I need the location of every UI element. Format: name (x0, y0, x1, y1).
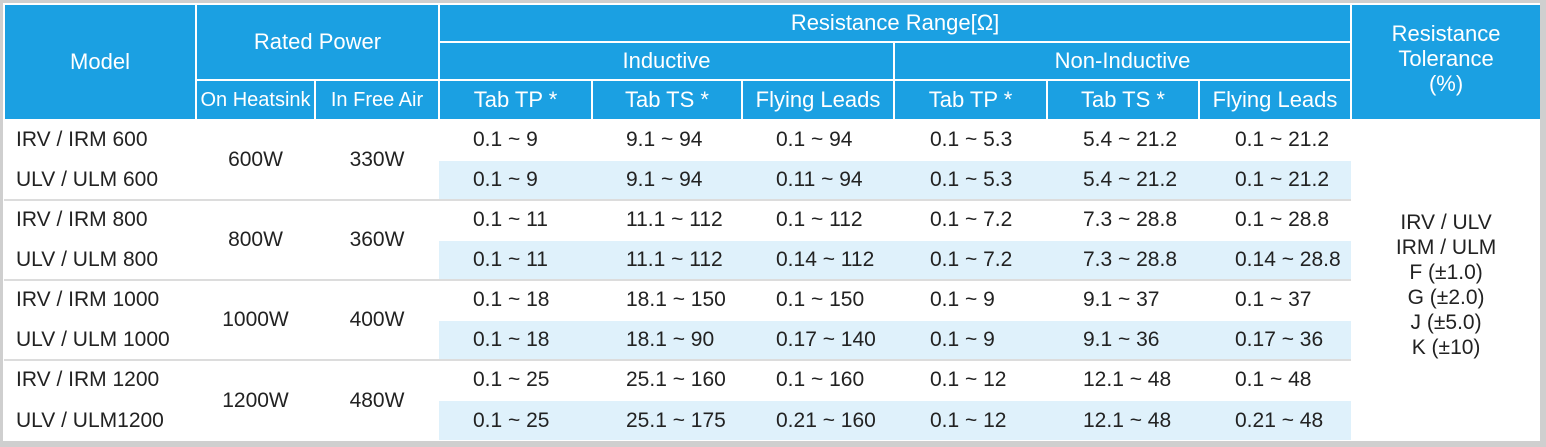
model-cell: IRV / IRM 600 (4, 119, 196, 160)
noninductive-flying-leads-cell: 0.1 ~ 21.2 (1199, 159, 1352, 200)
noninductive-tab-tp-cell: 0.1 ~ 5.3 (894, 119, 1047, 160)
inductive-flying-leads-cell: 0.11 ~ 94 (742, 159, 894, 200)
inductive-tab-ts-cell: 11.1 ~ 112 (592, 239, 742, 280)
noninductive-tab-ts-cell: 7.3 ~ 28.8 (1047, 239, 1199, 280)
header-rated-power: Rated Power (195, 3, 440, 81)
header-in-free-air: In Free Air (314, 79, 440, 121)
noninductive-tab-tp-cell: 0.1 ~ 12 (894, 399, 1047, 440)
inductive-tab-tp-cell: 0.1 ~ 18 (439, 319, 592, 360)
header-noninductive-tab-ts: Tab TS * (1046, 79, 1200, 121)
on-heatsink-cell: 1000W (196, 279, 315, 360)
inductive-flying-leads-cell: 0.1 ~ 94 (742, 119, 894, 160)
noninductive-flying-leads-cell: 0.14 ~ 28.8 (1199, 239, 1352, 280)
noninductive-tab-tp-cell: 0.1 ~ 9 (894, 319, 1047, 360)
inductive-flying-leads-cell: 0.17 ~ 140 (742, 319, 894, 360)
table-row: IRV / IRM 600 600W 330W 0.1 ~ 9 9.1 ~ 94… (4, 119, 1540, 440)
inductive-flying-leads-cell: 0.14 ~ 112 (742, 239, 894, 280)
inductive-flying-leads-cell: 0.21 ~ 160 (742, 399, 894, 440)
noninductive-tab-tp-cell: 0.1 ~ 12 (894, 359, 1047, 400)
tolerance-line: IRM / ULM (1395, 235, 1497, 259)
noninductive-tab-tp-cell: 0.1 ~ 7.2 (894, 199, 1047, 240)
spec-table-frame: Model Rated Power Resistance Range[Ω] Re… (3, 3, 1540, 441)
noninductive-tab-tp-cell: 0.1 ~ 5.3 (894, 159, 1047, 200)
header-tolerance-line2: Tolerance (1398, 45, 1494, 71)
on-heatsink-cell: 600W (196, 119, 315, 200)
model-cell: IRV / IRM 1000 (4, 279, 196, 320)
model-cell: IRV / IRM 1200 (4, 359, 196, 400)
header-tolerance-line3: (%) (1428, 70, 1464, 96)
noninductive-tab-tp-cell: 0.1 ~ 7.2 (894, 239, 1047, 280)
inductive-tab-tp-cell: 0.1 ~ 9 (439, 119, 592, 160)
header-non-inductive: Non-Inductive (892, 41, 1353, 81)
inductive-tab-ts-cell: 11.1 ~ 112 (592, 199, 742, 240)
tolerance-line: F (±1.0) (1409, 260, 1483, 284)
noninductive-tab-ts-cell: 12.1 ~ 48 (1047, 359, 1199, 400)
inductive-tab-tp-cell: 0.1 ~ 11 (439, 199, 592, 240)
table-row: IRV / IRM 1000 1000W 400W 0.1 ~ 18 18.1 … (4, 279, 1540, 360)
resistor-spec-table: Model Rated Power Resistance Range[Ω] Re… (3, 3, 1540, 440)
inductive-tab-ts-cell: 18.1 ~ 90 (592, 319, 742, 360)
tolerance-line: G (±2.0) (1407, 285, 1485, 309)
header-resistance-tolerance: Resistance Tolerance (%) (1350, 3, 1540, 121)
inductive-flying-leads-cell: 0.1 ~ 112 (742, 199, 894, 240)
table-row: ULV / ULM 600 0.1 ~ 9 9.1 ~ 94 0.11 ~ 94… (4, 159, 1540, 200)
header-model: Model (3, 3, 197, 121)
noninductive-flying-leads-cell: 0.17 ~ 36 (1199, 319, 1352, 360)
inductive-tab-ts-cell: 25.1 ~ 175 (592, 399, 742, 440)
inductive-tab-tp-cell: 0.1 ~ 11 (439, 239, 592, 280)
model-cell: ULV / ULM1200 (4, 399, 196, 440)
header-resistance-range: Resistance Range[Ω] (437, 3, 1353, 43)
noninductive-flying-leads-cell: 0.1 ~ 21.2 (1199, 119, 1352, 160)
model-cell: ULV / ULM 800 (4, 239, 196, 280)
header-noninductive-flying-leads: Flying Leads (1197, 79, 1353, 121)
model-cell: IRV / IRM 800 (4, 199, 196, 240)
free-air-cell: 360W (315, 199, 439, 280)
table-row: IRV / IRM 800 800W 360W 0.1 ~ 11 11.1 ~ … (4, 199, 1540, 280)
noninductive-tab-ts-cell: 12.1 ~ 48 (1047, 399, 1199, 440)
free-air-cell: 480W (315, 359, 439, 440)
inductive-flying-leads-cell: 0.1 ~ 150 (742, 279, 894, 320)
noninductive-tab-ts-cell: 9.1 ~ 36 (1047, 319, 1199, 360)
tolerance-line: K (±10) (1411, 335, 1481, 359)
free-air-cell: 400W (315, 279, 439, 360)
inductive-tab-ts-cell: 9.1 ~ 94 (592, 119, 742, 160)
inductive-tab-tp-cell: 0.1 ~ 25 (439, 399, 592, 440)
tolerance-line: IRV / ULV (1400, 210, 1492, 234)
inductive-tab-ts-cell: 25.1 ~ 160 (592, 359, 742, 400)
model-cell: ULV / ULM 600 (4, 159, 196, 200)
header-inductive: Inductive (438, 41, 895, 81)
inductive-tab-tp-cell: 0.1 ~ 18 (439, 279, 592, 320)
noninductive-tab-ts-cell: 7.3 ~ 28.8 (1047, 199, 1199, 240)
table-row: ULV / ULM 1000 0.1 ~ 18 18.1 ~ 90 0.17 ~… (4, 319, 1540, 360)
free-air-cell: 330W (315, 119, 439, 200)
inductive-tab-ts-cell: 9.1 ~ 94 (592, 159, 742, 200)
noninductive-flying-leads-cell: 0.1 ~ 48 (1199, 359, 1352, 400)
inductive-tab-tp-cell: 0.1 ~ 25 (439, 359, 592, 400)
table-row: ULV / ULM1200 0.1 ~ 25 25.1 ~ 175 0.21 ~… (4, 399, 1540, 440)
on-heatsink-cell: 800W (196, 199, 315, 280)
header-tolerance-line1: Resistance (1391, 20, 1501, 46)
noninductive-tab-tp-cell: 0.1 ~ 9 (894, 279, 1047, 320)
on-heatsink-cell: 1200W (196, 359, 315, 440)
header-inductive-flying-leads: Flying Leads (741, 79, 895, 121)
noninductive-tab-ts-cell: 5.4 ~ 21.2 (1047, 159, 1199, 200)
table-row: ULV / ULM 800 0.1 ~ 11 11.1 ~ 112 0.14 ~… (4, 239, 1540, 280)
header-inductive-tab-ts: Tab TS * (591, 79, 743, 121)
noninductive-flying-leads-cell: 0.21 ~ 48 (1199, 399, 1352, 440)
inductive-flying-leads-cell: 0.1 ~ 160 (742, 359, 894, 400)
tolerance-line: J (±5.0) (1410, 310, 1482, 334)
model-cell: ULV / ULM 1000 (4, 319, 196, 360)
noninductive-tab-ts-cell: 5.4 ~ 21.2 (1047, 119, 1199, 160)
noninductive-tab-ts-cell: 9.1 ~ 37 (1047, 279, 1199, 320)
noninductive-flying-leads-cell: 0.1 ~ 28.8 (1199, 199, 1352, 240)
tolerance-cell: IRV / ULV IRM / ULM F (±1.0) G (±2.0) J … (1351, 119, 1540, 440)
table-row: IRV / IRM 1200 1200W 480W 0.1 ~ 25 25.1 … (4, 359, 1540, 440)
inductive-tab-ts-cell: 18.1 ~ 150 (592, 279, 742, 320)
header-noninductive-tab-tp: Tab TP * (893, 79, 1048, 121)
inductive-tab-tp-cell: 0.1 ~ 9 (439, 159, 592, 200)
noninductive-flying-leads-cell: 0.1 ~ 37 (1199, 279, 1352, 320)
header-on-heatsink: On Heatsink (195, 79, 316, 121)
header-inductive-tab-tp: Tab TP * (438, 79, 593, 121)
